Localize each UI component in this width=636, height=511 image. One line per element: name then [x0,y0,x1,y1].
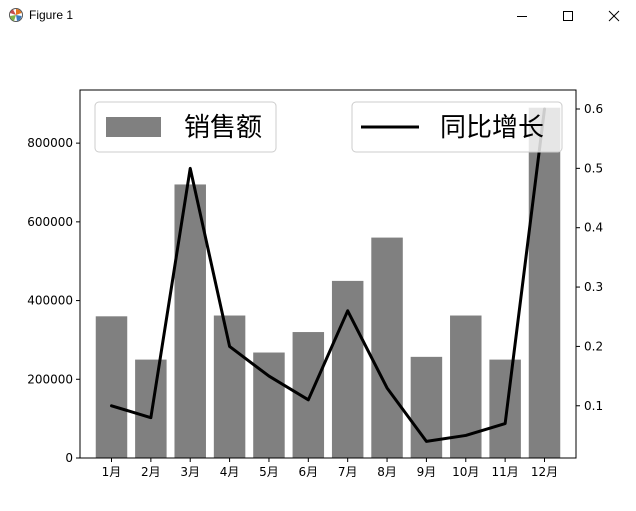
legend-sales-box [94,101,277,153]
legend-sales-label: 销售额 [184,113,262,143]
y-right-tick-label: 0.2 [584,339,603,353]
bar-8 [371,237,403,458]
y-right-tick-label: 0.5 [584,161,603,175]
x-tick-label: 11月 [492,465,519,479]
y-left-tick-label: 600000 [27,215,73,229]
x-tick-label: 9月 [417,465,437,479]
x-tick-label: 3月 [180,465,200,479]
title-bar[interactable]: Figure 1 [0,0,636,32]
y-left-tick-label: 800000 [27,136,73,150]
x-tick-label: 4月 [220,465,240,479]
window-title: Figure 1 [29,8,74,22]
y-right-tick-label: 0.6 [584,102,603,116]
x-tick-label: 12月 [531,465,558,479]
matplotlib-icon [9,8,23,22]
minimize-button[interactable] [499,0,545,31]
y-left-tick-label: 400000 [27,294,73,308]
bar-6 [292,332,325,458]
maximize-icon [563,10,573,21]
legend-sales-swatch [106,117,161,137]
bar-1 [95,316,128,458]
close-icon [608,10,620,21]
bar-11 [489,359,521,458]
growth-line [109,107,547,443]
y-right-tick-label: 0.1 [584,399,603,413]
x-tick-label: 6月 [298,465,318,479]
x-tick-label: 1月 [102,465,122,479]
x-tick-label: 8月 [377,465,397,479]
legend-growth-box [351,101,563,153]
bar-3 [174,184,206,458]
minimize-icon [517,15,527,17]
plot-frame [79,89,577,459]
y-left-tick-label: 0 [65,451,73,465]
y-left-tick-label: 200000 [27,372,73,386]
y-right-tick-label: 0.3 [584,280,603,294]
maximize-button[interactable] [545,0,591,31]
x-tick-label: 7月 [338,465,358,479]
close-button[interactable] [591,0,636,31]
x-tick-label: 2月 [141,465,161,479]
bar-7 [331,280,364,458]
bar-5 [253,352,285,458]
legend-growth: 同比增长 [351,101,563,153]
y-right-tick-label: 0.4 [584,221,603,235]
x-tick-label: 5月 [259,465,279,479]
x-tick-label: 10月 [452,465,479,479]
combo-chart: 1月 2月 3月 4月 5月 6月 7月 8月 9月 10月 11月 12月 0 200000 400000… [27,89,603,479]
legend-growth-label: 同比增长 [440,113,544,143]
figure-canvas: 1月 2月 3月 4月 5月 6月 7月 8月 9月 10月 11月 12月 0 200000 400000… [0,31,636,511]
bar-4 [213,315,246,458]
bar-12 [528,107,561,459]
legend-sales: 销售额 [94,101,277,153]
